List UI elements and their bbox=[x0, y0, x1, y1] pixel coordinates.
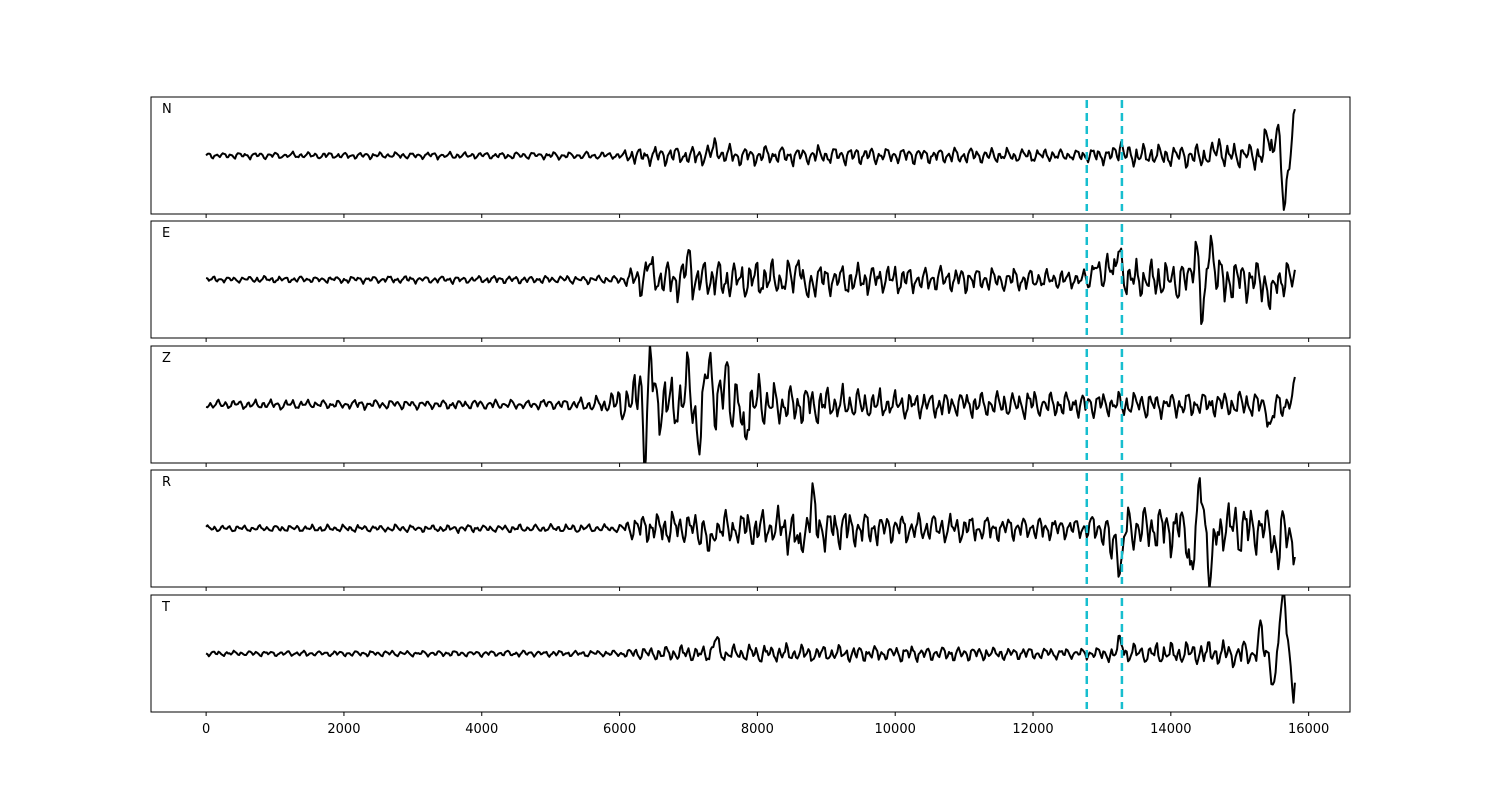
x-tick-label: 16000 bbox=[1288, 722, 1329, 737]
panel-frame bbox=[150, 345, 1351, 464]
x-tick-label: 0 bbox=[202, 722, 210, 737]
x-tick-label: 6000 bbox=[603, 722, 636, 737]
x-tick-label: 10000 bbox=[875, 722, 916, 737]
panel-label: Z bbox=[162, 351, 171, 366]
panel-label: N bbox=[162, 102, 172, 117]
panel-frame bbox=[150, 469, 1351, 588]
trace-r bbox=[205, 477, 1296, 587]
panel-n: N bbox=[150, 96, 1351, 218]
x-tick-label: 12000 bbox=[1012, 722, 1053, 737]
panel-t: T bbox=[150, 594, 1351, 716]
x-tick-label: 2000 bbox=[327, 722, 360, 737]
panel-label: R bbox=[162, 475, 171, 490]
panel-frame bbox=[150, 594, 1351, 713]
trace-t bbox=[205, 595, 1296, 704]
x-tick-label: 4000 bbox=[465, 722, 498, 737]
panel-z: Z bbox=[150, 345, 1351, 467]
panel-frame bbox=[150, 220, 1351, 339]
panel-label: E bbox=[162, 226, 170, 241]
panel-frame bbox=[150, 96, 1351, 215]
panel-e: E bbox=[150, 220, 1351, 342]
trace-z bbox=[205, 346, 1296, 463]
panel-label: T bbox=[161, 600, 170, 615]
x-axis: 0 2000 4000 6000 8000 10000 12000 14000 16000 bbox=[202, 722, 1329, 737]
x-tick-label: 14000 bbox=[1150, 722, 1191, 737]
x-tick-label: 8000 bbox=[741, 722, 774, 737]
panels-group: N E Z R T bbox=[150, 96, 1351, 716]
panel-r: R bbox=[150, 469, 1351, 591]
trace-n bbox=[205, 108, 1296, 211]
trace-e bbox=[205, 234, 1296, 325]
